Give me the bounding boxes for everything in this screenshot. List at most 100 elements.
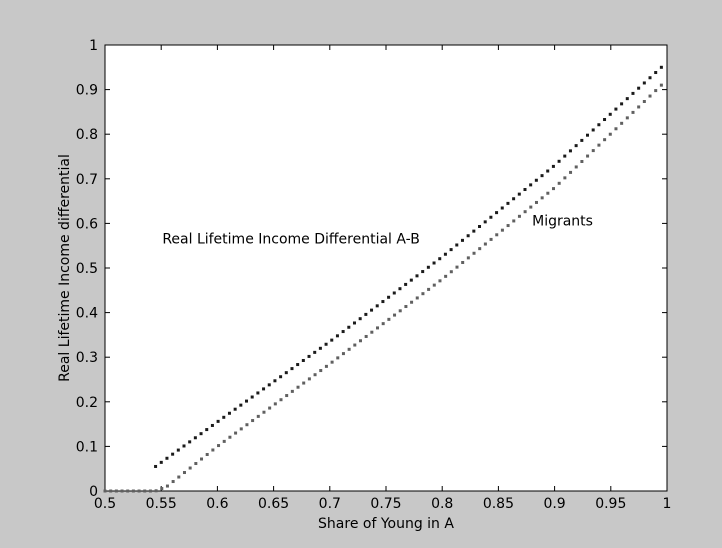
data-point: [364, 312, 368, 316]
data-point: [171, 452, 175, 456]
data-point: [591, 149, 595, 153]
x-tick-label: 0.9: [543, 496, 565, 512]
data-point: [284, 371, 288, 375]
data-point: [551, 164, 555, 168]
y-tick-label: 1: [89, 38, 98, 54]
data-point: [347, 347, 351, 351]
data-point: [506, 201, 510, 205]
data-point: [353, 343, 357, 347]
data-point: [597, 143, 601, 147]
data-point: [489, 215, 493, 219]
data-point: [313, 373, 317, 377]
data-point: [472, 229, 476, 233]
data-point: [506, 224, 510, 228]
data-point: [495, 233, 499, 237]
x-tick-label: 0.5: [94, 496, 116, 512]
y-tick-label: 0.5: [76, 261, 98, 277]
data-point: [273, 379, 277, 383]
data-point: [455, 243, 459, 247]
data-point: [103, 489, 107, 493]
axes-background: [104, 44, 668, 492]
data-point: [318, 346, 322, 350]
data-point: [512, 197, 516, 201]
data-point: [205, 453, 209, 457]
data-point: [603, 118, 607, 122]
data-point: [580, 159, 584, 163]
data-point: [290, 389, 294, 393]
data-point: [608, 132, 612, 136]
y-tick-label: 0: [89, 484, 98, 500]
y-tick-label: 0.4: [76, 306, 98, 322]
x-axis-ticks: 0.5 0.55 0.6 0.65 0.7 0.75 0.8 0.85 0.9 0.95 1: [94, 45, 672, 512]
data-point: [523, 188, 527, 192]
data-point: [330, 360, 334, 364]
data-point: [455, 265, 459, 269]
data-point: [137, 489, 141, 493]
data-point: [500, 228, 504, 232]
series-2: [103, 83, 663, 493]
data-point: [234, 431, 238, 435]
data-point: [404, 282, 408, 286]
x-tick-label: 0.6: [206, 496, 228, 512]
y-tick-label: 0.7: [76, 172, 98, 188]
data-point: [569, 170, 573, 174]
data-point: [126, 489, 130, 493]
data-point: [205, 428, 209, 432]
data-point: [461, 260, 465, 264]
y-axis-ticks: 0 0.1 0.2 0.3 0.4 0.5 0.6 0.7 0.8 0.9 1: [76, 38, 667, 500]
data-point: [620, 102, 624, 106]
data-point: [335, 334, 339, 338]
data-point: [279, 375, 283, 379]
data-point: [427, 287, 431, 291]
data-point: [421, 270, 425, 274]
y-tick-label: 0.9: [76, 83, 98, 99]
data-point: [239, 427, 243, 431]
data-point: [398, 309, 402, 313]
data-point: [227, 411, 231, 415]
data-point: [466, 256, 470, 260]
data-point: [381, 300, 385, 304]
data-point: [131, 489, 135, 493]
data-point: [472, 251, 476, 255]
data-point: [245, 399, 249, 403]
data-point: [182, 444, 186, 448]
data-point: [483, 220, 487, 224]
data-point: [421, 292, 425, 296]
data-point: [267, 383, 271, 387]
data-point: [654, 89, 658, 93]
data-point: [143, 489, 147, 493]
data-point: [160, 487, 164, 491]
data-point: [336, 356, 340, 360]
x-axis-label: Share of Young in A: [318, 516, 454, 532]
data-point: [529, 205, 533, 209]
annotations: Real Lifetime Income Differential A-B Mig…: [162, 214, 593, 248]
data-point: [500, 206, 504, 210]
data-point: [381, 322, 385, 326]
data-point: [358, 317, 362, 321]
data-point: [193, 436, 197, 440]
data-point: [557, 159, 561, 163]
data-point: [307, 354, 311, 358]
data-point: [375, 304, 379, 308]
data-point: [296, 363, 300, 367]
data-point: [290, 367, 294, 371]
data-point: [540, 196, 544, 200]
data-point: [176, 448, 180, 452]
data-point: [512, 219, 516, 223]
data-point: [444, 274, 448, 278]
data-point: [210, 423, 214, 427]
data-point: [546, 169, 550, 173]
data-point: [409, 278, 413, 282]
x-tick-label: 1: [663, 496, 672, 512]
data-point: [120, 489, 124, 493]
data-point: [637, 105, 641, 109]
data-point: [443, 252, 447, 256]
data-point: [182, 471, 186, 475]
data-point: [165, 456, 169, 460]
data-point: [563, 176, 567, 180]
data-point: [256, 391, 260, 395]
y-tick-label: 0.3: [76, 350, 98, 366]
data-point: [438, 257, 442, 261]
data-point: [268, 406, 272, 410]
data-point: [478, 224, 482, 228]
